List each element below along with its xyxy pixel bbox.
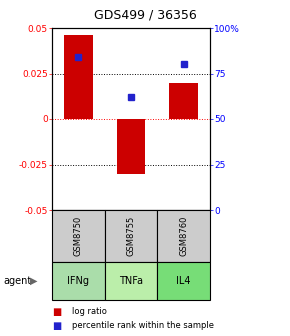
Text: log ratio: log ratio — [72, 307, 107, 316]
Text: percentile rank within the sample: percentile rank within the sample — [72, 322, 214, 330]
Bar — [64, 35, 93, 119]
Text: ■: ■ — [52, 307, 61, 317]
Text: ▶: ▶ — [30, 276, 37, 286]
Text: TNFa: TNFa — [119, 276, 143, 286]
Text: ■: ■ — [52, 321, 61, 331]
Bar — [169, 83, 198, 119]
Text: GSM8760: GSM8760 — [179, 216, 188, 256]
Text: IFNg: IFNg — [67, 276, 89, 286]
Text: GSM8755: GSM8755 — [126, 216, 135, 256]
Text: GDS499 / 36356: GDS499 / 36356 — [94, 8, 196, 22]
Text: GSM8750: GSM8750 — [74, 216, 83, 256]
Text: agent: agent — [3, 276, 31, 286]
Text: IL4: IL4 — [176, 276, 191, 286]
Bar — [117, 119, 146, 174]
